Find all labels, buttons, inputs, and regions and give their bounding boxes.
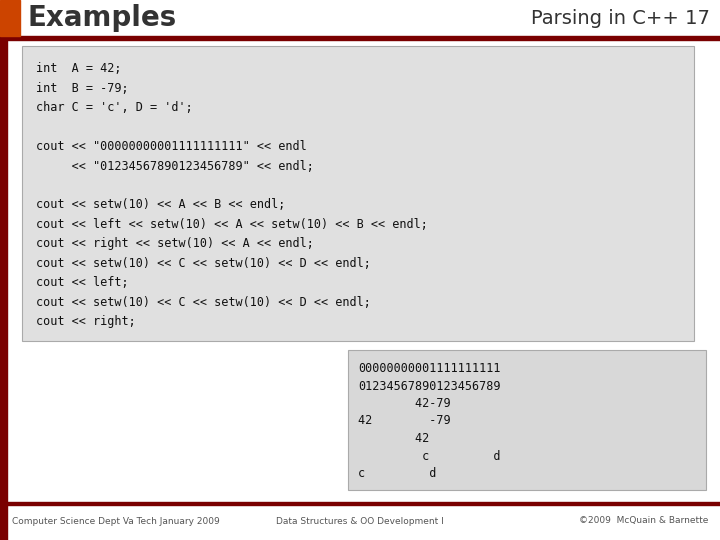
Bar (348, 350, 706, 490)
Text: 42: 42 (358, 432, 429, 445)
Text: c         d: c d (358, 449, 500, 462)
Bar (0, 36, 720, 40)
Text: Computer Science Dept Va Tech January 2009: Computer Science Dept Va Tech January 20… (12, 516, 220, 525)
Text: c         d: c d (358, 467, 436, 480)
Text: char C = 'c', D = 'd';: char C = 'c', D = 'd'; (36, 101, 193, 114)
Bar (0, 505, 7, 540)
Text: 42-79: 42-79 (358, 397, 451, 410)
Text: 01234567890123456789: 01234567890123456789 (358, 380, 500, 393)
Text: << "01234567890123456789" << endl;: << "01234567890123456789" << endl; (36, 159, 314, 172)
Text: Examples: Examples (28, 4, 177, 32)
Text: cout << right << setw(10) << A << endl;: cout << right << setw(10) << A << endl; (36, 238, 314, 251)
Text: cout << right;: cout << right; (36, 315, 136, 328)
Text: 42        -79: 42 -79 (358, 415, 493, 428)
Text: Parsing in C++ 17: Parsing in C++ 17 (531, 9, 710, 28)
Bar (0, 40, 7, 502)
Text: int  A = 42;: int A = 42; (36, 62, 122, 75)
Text: cout << left << setw(10) << A << setw(10) << B << endl;: cout << left << setw(10) << A << setw(10… (36, 218, 428, 231)
Text: cout << setw(10) << A << B << endl;: cout << setw(10) << A << B << endl; (36, 199, 285, 212)
Text: ©2009  McQuain & Barnette: ©2009 McQuain & Barnette (579, 516, 708, 525)
Bar (0, 502, 720, 505)
Text: int  B = -79;: int B = -79; (36, 82, 129, 94)
Text: cout << "00000000001111111111" << endl: cout << "00000000001111111111" << endl (36, 140, 307, 153)
Bar (0, 0, 20, 36)
Text: Data Structures & OO Development I: Data Structures & OO Development I (276, 516, 444, 525)
Text: cout << left;: cout << left; (36, 276, 129, 289)
Text: 00000000001111111111: 00000000001111111111 (358, 362, 500, 375)
Text: cout << setw(10) << C << setw(10) << D << endl;: cout << setw(10) << C << setw(10) << D <… (36, 296, 371, 309)
Bar (22, 46, 694, 341)
Text: cout << setw(10) << C << setw(10) << D << endl;: cout << setw(10) << C << setw(10) << D <… (36, 257, 371, 270)
